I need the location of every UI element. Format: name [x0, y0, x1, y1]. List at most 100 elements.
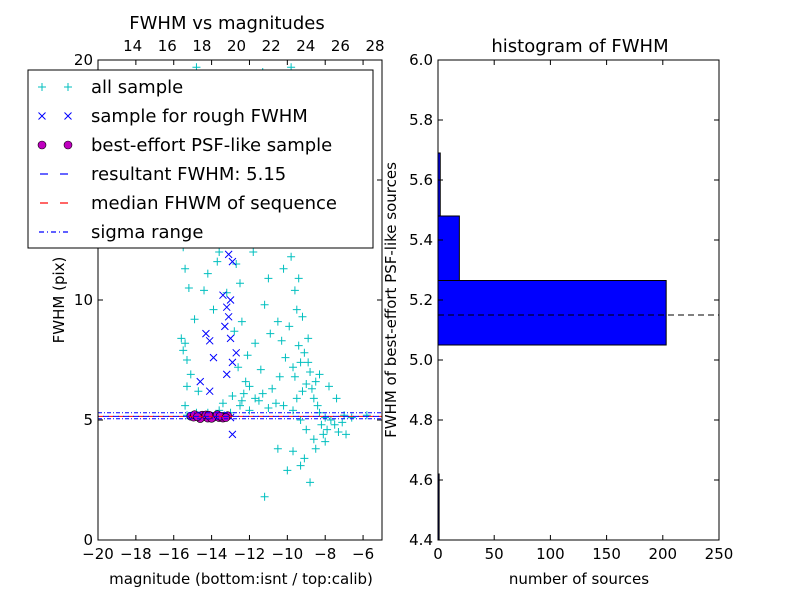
data-point [315, 370, 324, 379]
data-point [200, 286, 209, 295]
data-point [294, 274, 303, 283]
data-point [300, 454, 309, 463]
legend-label: sample for rough FWHM [91, 106, 308, 127]
data-point [321, 437, 330, 446]
data-point [279, 401, 288, 410]
data-point [287, 252, 296, 261]
data-point [306, 368, 315, 376]
histogram-x-axis-label: number of sources [509, 570, 649, 588]
data-point [177, 334, 186, 343]
data-point [264, 274, 273, 283]
legend-item: sample for rough FWHM [38, 106, 308, 127]
legend-label: resultant FWHM: 5.15 [91, 164, 286, 185]
legend: all sample sample for rough FWHM best-effo… [27, 69, 374, 249]
data-point [186, 370, 195, 379]
x-tick-label: −12 [234, 545, 266, 563]
data-point [228, 358, 237, 367]
data-point [220, 322, 229, 331]
histogram-bar [437, 215, 460, 281]
data-point [228, 257, 237, 266]
data-point [181, 401, 190, 410]
data-point [290, 372, 299, 381]
data-point [202, 329, 210, 338]
legend-item: all sample [38, 77, 183, 98]
histogram-bar [437, 280, 667, 346]
data-point [309, 435, 318, 444]
top-tick-label: 18 [192, 37, 211, 55]
data-point [266, 329, 275, 338]
data-point [362, 411, 371, 420]
x-tick-label: 0 [433, 545, 443, 563]
x-tick-label: −8 [314, 545, 336, 563]
top-tick-label: 14 [123, 37, 142, 55]
data-point [241, 377, 250, 386]
data-point [275, 372, 284, 381]
data-point [289, 363, 298, 372]
data-point [347, 413, 356, 422]
data-point [332, 394, 341, 403]
data-point [182, 382, 191, 391]
data-point [249, 248, 258, 256]
data-point [181, 264, 190, 273]
legend-swatch [64, 112, 72, 120]
data-point [279, 264, 288, 273]
data-point [190, 315, 199, 324]
data-point [311, 444, 320, 453]
legend-label: median FHWM of sequence [91, 193, 337, 214]
data-point [256, 365, 265, 374]
data-point [334, 428, 343, 436]
y-tick-label: 20 [74, 51, 93, 69]
data-point [285, 322, 294, 331]
data-point [228, 392, 237, 400]
data-point [222, 303, 231, 312]
data-point [313, 401, 322, 410]
y-tick-label: 5.2 [409, 291, 433, 309]
data-point [294, 341, 303, 350]
data-point [342, 430, 351, 439]
x-tick-label: −6 [352, 545, 374, 563]
data-point [237, 396, 246, 405]
top-tick-label: 22 [262, 37, 281, 55]
data-point [324, 382, 333, 391]
bottom-axis-ticks: −20 −18 −16 −14 −12 −10 −8 −6 [82, 60, 374, 563]
scatter-x-axis-label: magnitude (bottom:isnt / top:calib) [109, 570, 373, 588]
data-point [251, 394, 260, 403]
legend-item: best-effort PSF-like sample [37, 135, 332, 156]
data-point [304, 358, 313, 367]
histogram-y-axis-ticks: 4.4 4.6 4.8 5.0 5.2 5.4 5.6 5.8 6.0 [409, 51, 719, 549]
data-point [289, 447, 298, 456]
histogram-title: histogram of FWHM [491, 36, 668, 57]
x-tick-label: −14 [196, 545, 228, 563]
legend-swatch [64, 83, 72, 91]
data-point [224, 312, 233, 321]
legend-label: best-effort PSF-like sample [91, 135, 332, 156]
y-tick-label: 0 [83, 531, 93, 549]
data-point [273, 444, 282, 453]
data-point [309, 394, 318, 403]
data-point [234, 363, 243, 372]
data-point [307, 384, 316, 393]
histogram-plot-area [437, 152, 719, 541]
data-point [338, 418, 347, 427]
legend-label: sigma range [91, 222, 203, 243]
data-point [302, 425, 311, 434]
top-tick-label: 16 [158, 37, 177, 55]
data-point [323, 425, 332, 434]
data-point [298, 312, 307, 321]
y-tick-label: 5.8 [409, 111, 433, 129]
data-point [205, 336, 214, 345]
data-point [260, 300, 269, 309]
data-point [260, 492, 269, 501]
data-point [181, 339, 190, 348]
x-tick-label: −10 [272, 545, 304, 563]
data-point [317, 420, 326, 429]
x-tick-label: −16 [158, 545, 190, 563]
y-tick-label: 6.0 [409, 51, 433, 69]
data-point [277, 336, 286, 345]
data-point [296, 416, 305, 424]
data-point [245, 406, 254, 415]
top-axis-ticks: 14 16 18 20 22 24 26 28 [123, 37, 385, 55]
y-tick-label: 4.8 [409, 411, 433, 429]
data-point [304, 334, 313, 343]
histogram-panel: histogram of FWHM 0 50 100 150 200 250 4.4 4.6… [382, 36, 733, 588]
